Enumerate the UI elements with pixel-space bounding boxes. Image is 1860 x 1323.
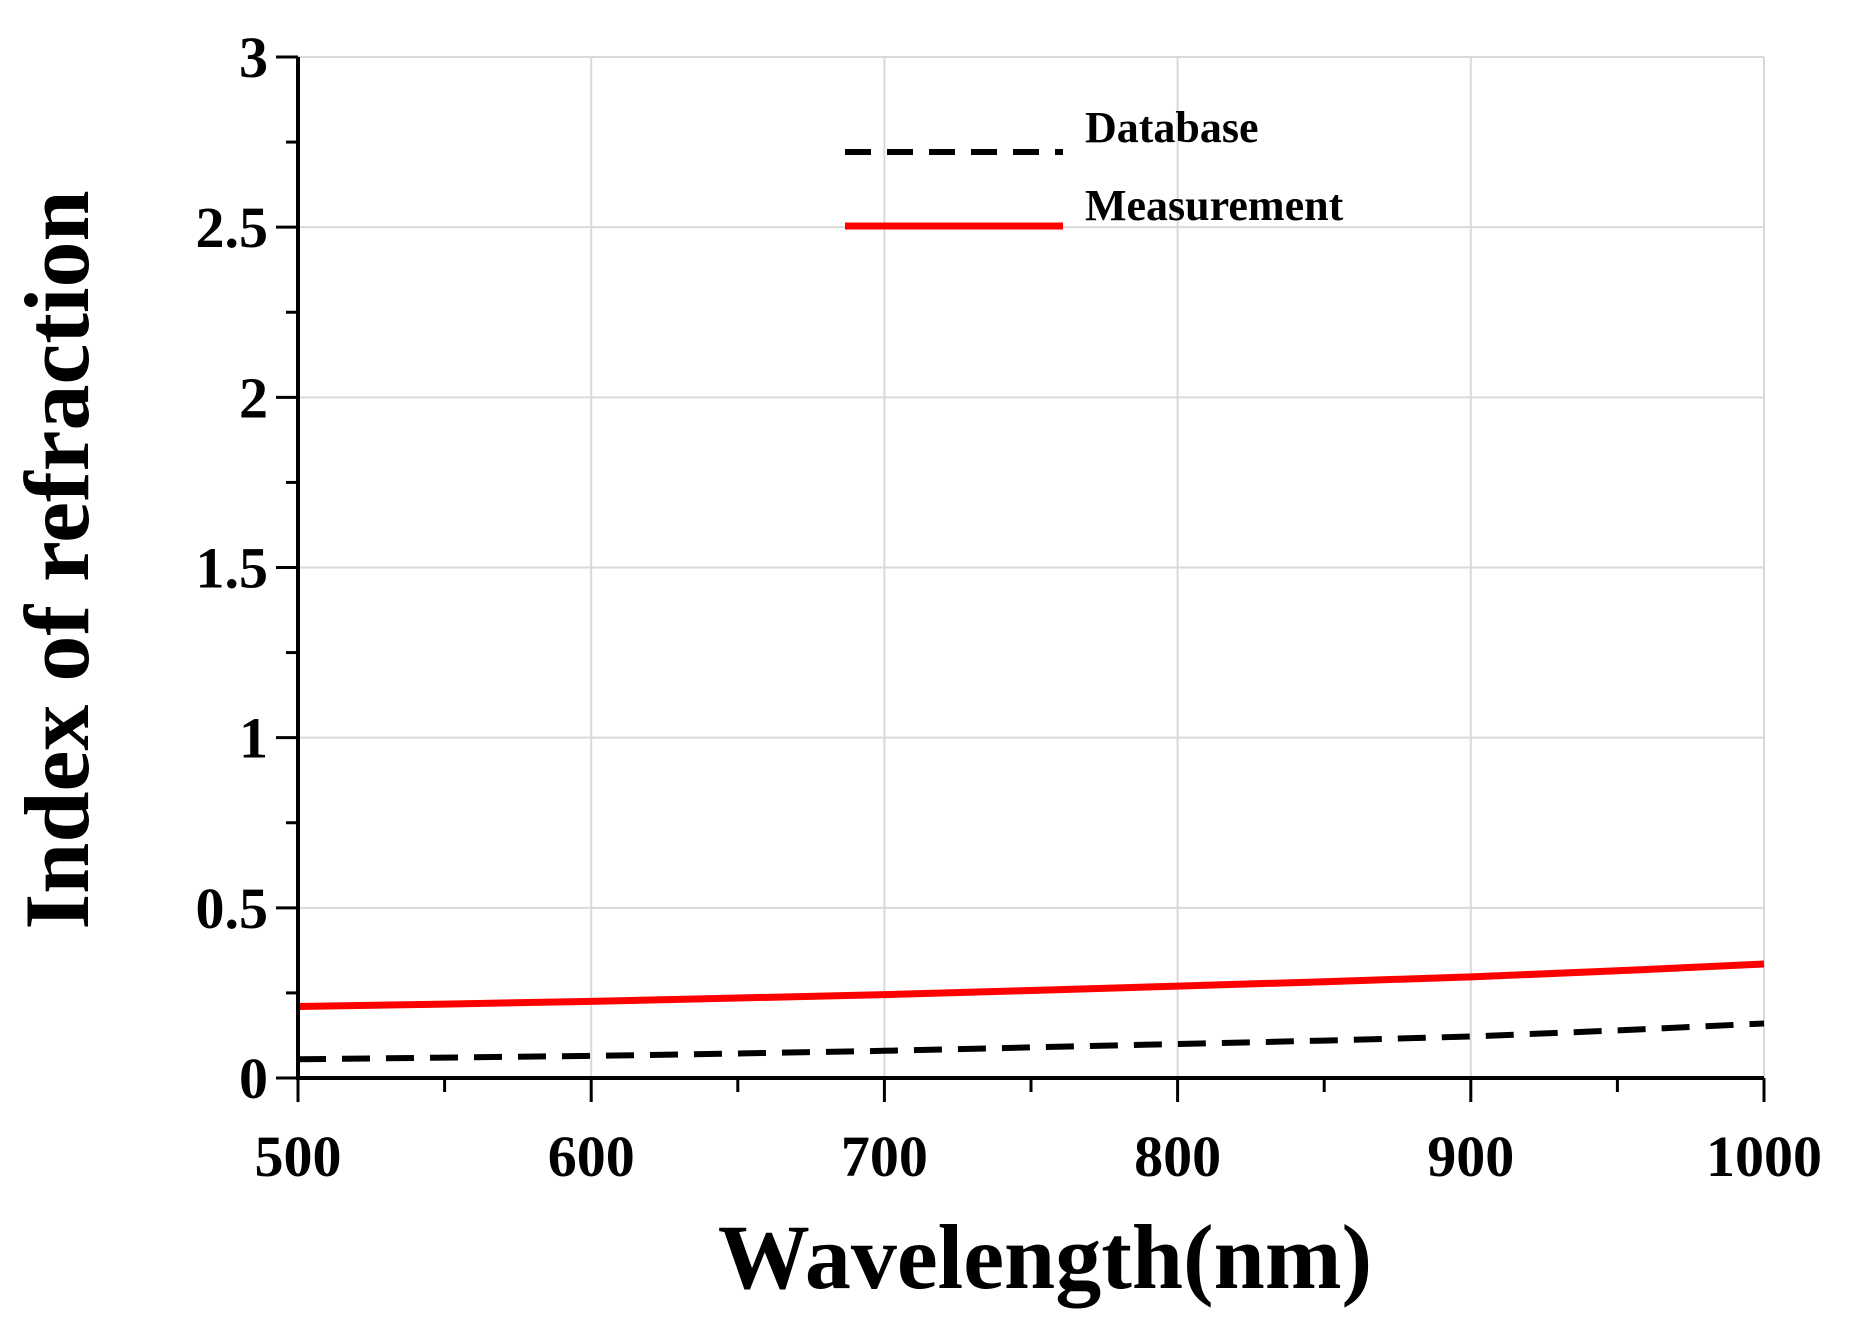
legend-label-database: Database [1085,103,1259,152]
grid [298,56,1765,1078]
y-tick-label: 0 [239,1046,268,1111]
y-tick-label: 3 [239,25,268,90]
y-tick-label: 1.5 [196,536,269,601]
x-tick-label: 800 [1134,1124,1221,1189]
x-axis-title: Wavelength(nm) [718,1206,1372,1308]
series-line-measurement [297,960,1765,1010]
tick-labels: 0 0.5 1 1.5 2 2.5 3 500 600 700 800 900 1000 [196,25,1823,1189]
y-tick-label: 1 [239,706,268,771]
y-tick-label: 0.5 [196,876,269,941]
x-tick-label: 600 [548,1124,635,1189]
x-tick-label: 700 [841,1124,928,1189]
y-axis-title: Index of refraction [6,190,108,929]
x-tick-label: 900 [1427,1124,1514,1189]
y-tick-label: 2.5 [196,195,269,260]
x-tick-label: 500 [255,1124,342,1189]
axes [276,55,1766,1102]
y-tick-label: 2 [239,365,268,430]
legend: Database Measurement [845,103,1344,230]
legend-label-measurement: Measurement [1085,181,1344,230]
series-line-database [297,1020,1765,1063]
x-tick-label: 1000 [1706,1124,1822,1189]
plot-series [297,960,1765,1063]
